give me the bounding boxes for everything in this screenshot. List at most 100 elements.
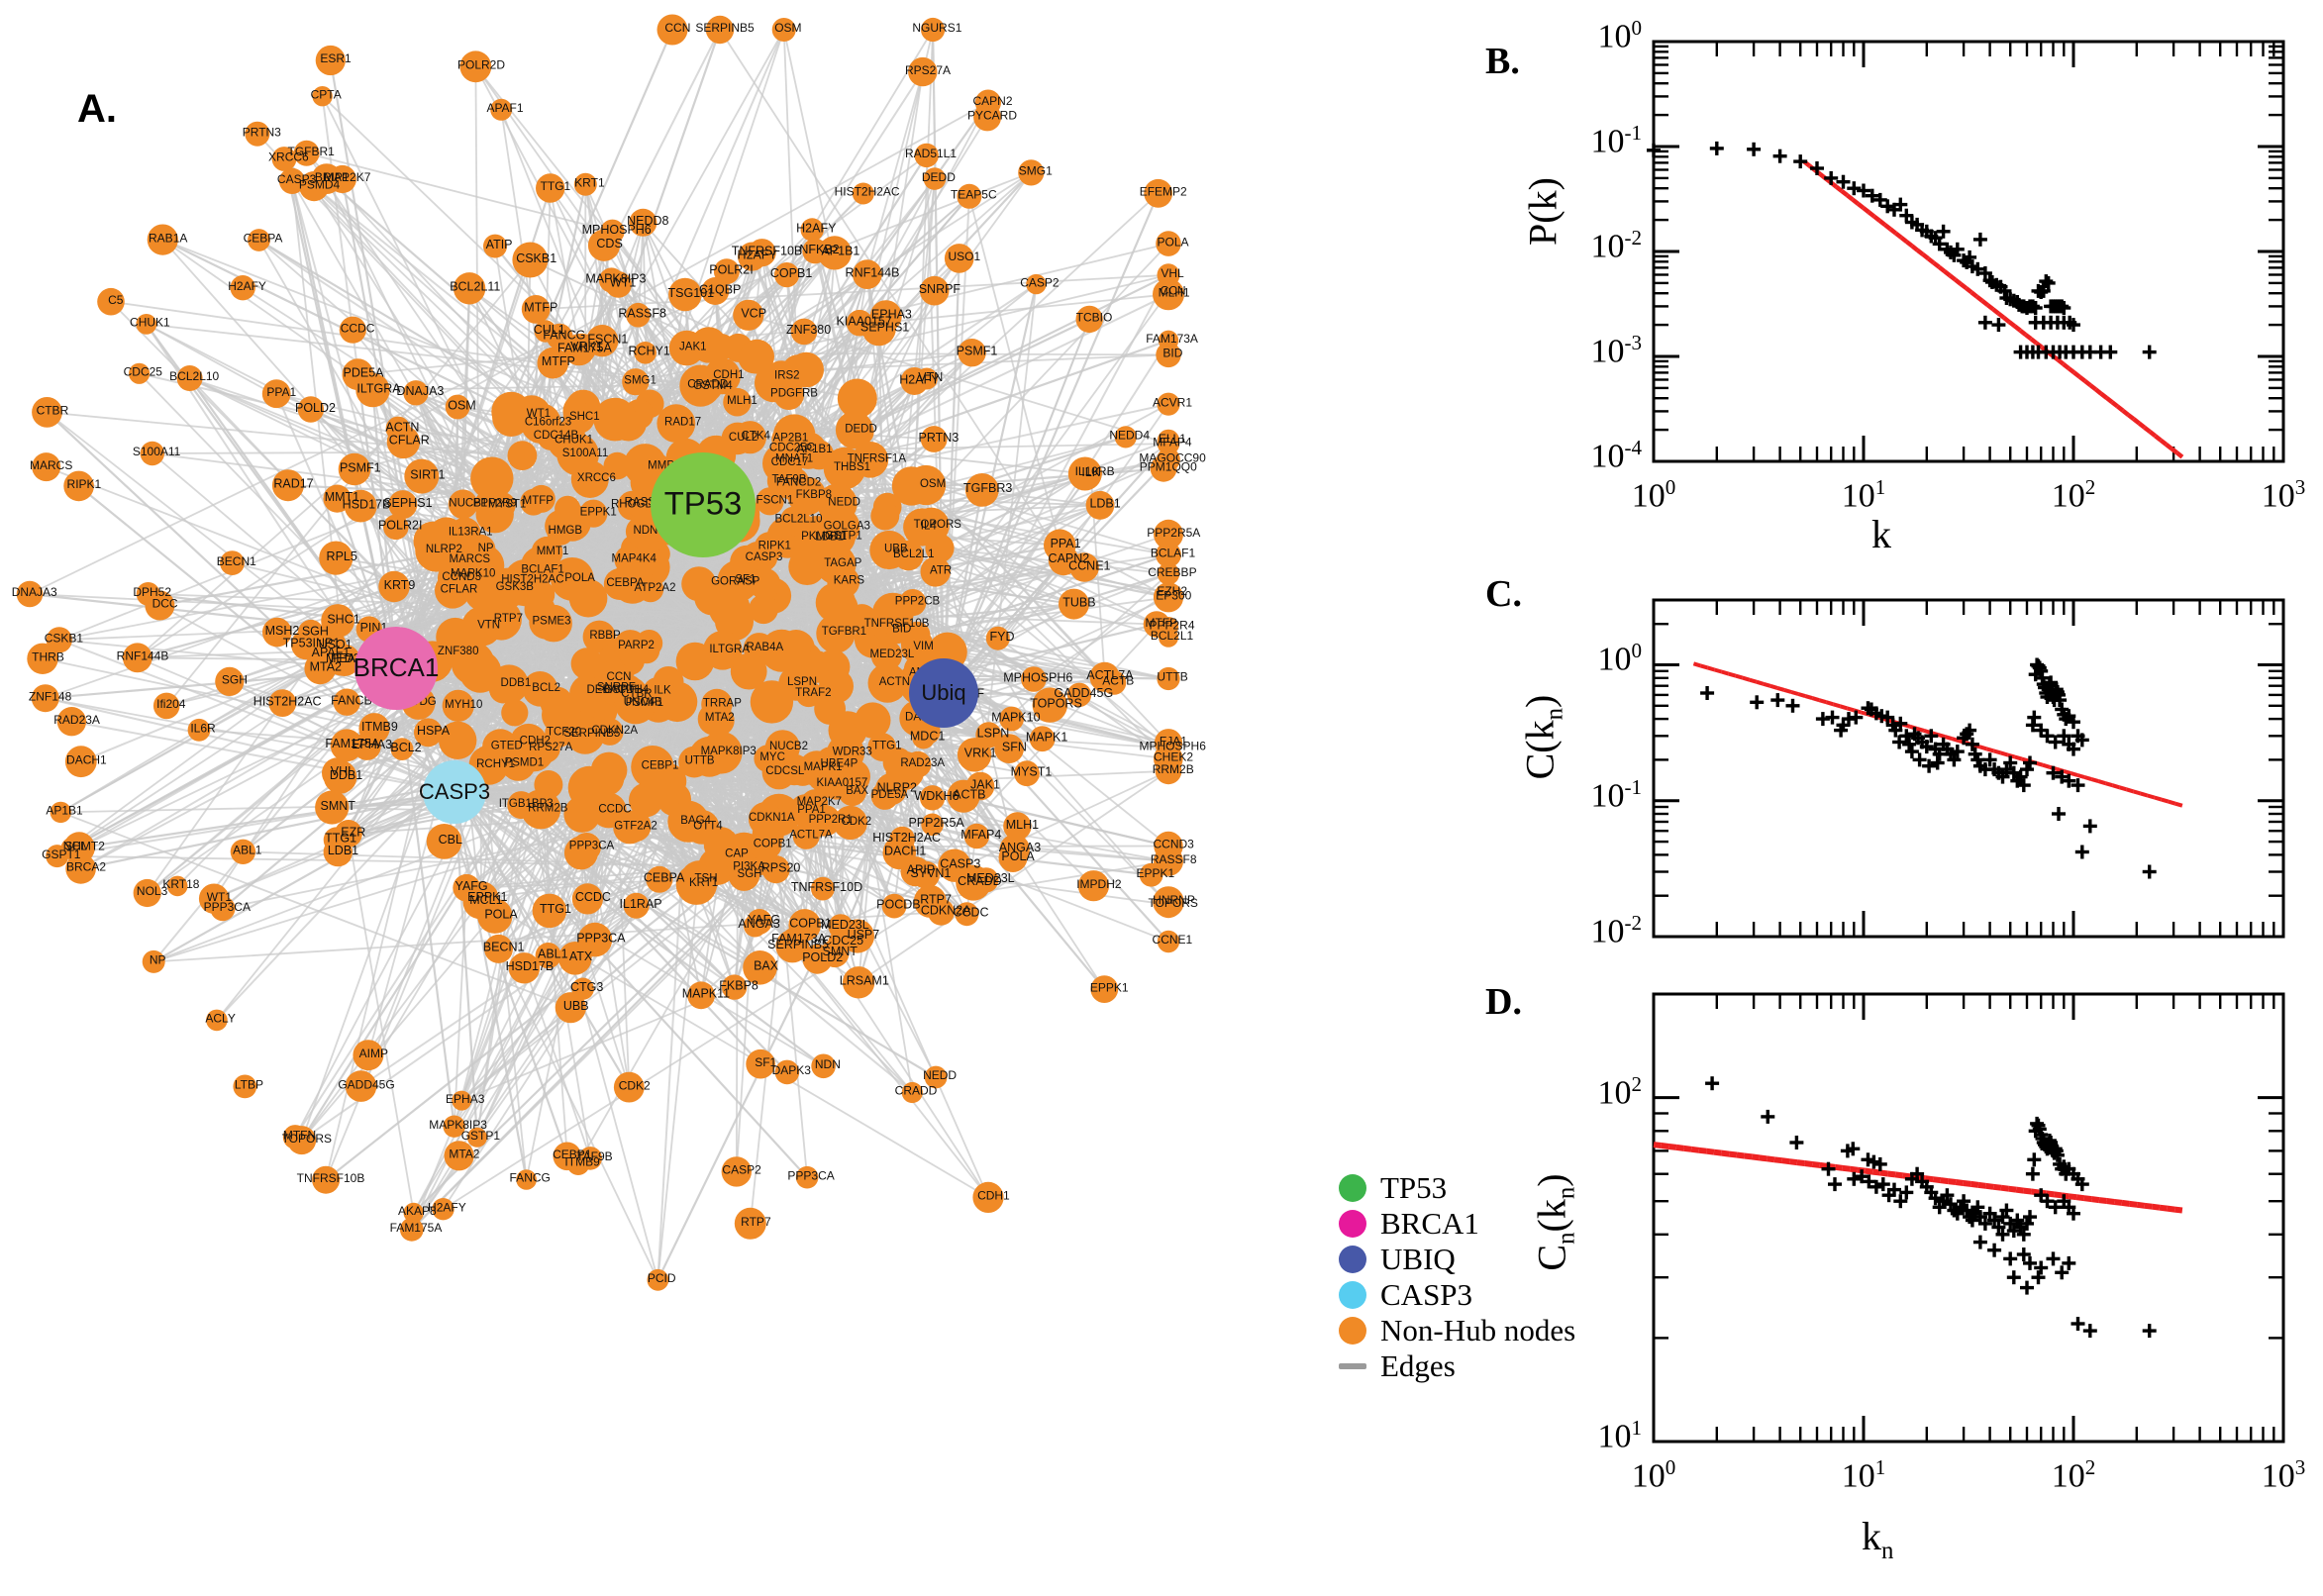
- network-node[interactable]: [919, 785, 946, 811]
- network-node[interactable]: [570, 648, 603, 680]
- network-node[interactable]: [353, 1040, 384, 1071]
- network-node[interactable]: [328, 644, 360, 677]
- network-node[interactable]: [748, 801, 783, 837]
- network-node[interactable]: [16, 580, 44, 608]
- network-node[interactable]: [403, 380, 429, 406]
- network-node[interactable]: [521, 295, 551, 324]
- network-node[interactable]: [50, 801, 71, 824]
- network-node[interactable]: [1032, 687, 1068, 723]
- network-node[interactable]: [921, 813, 944, 837]
- network-node[interactable]: [435, 572, 471, 609]
- network-node[interactable]: [833, 805, 867, 841]
- network-node[interactable]: [230, 839, 256, 864]
- network-node[interactable]: [466, 1127, 487, 1147]
- network-node[interactable]: [287, 1126, 317, 1155]
- network-node[interactable]: [869, 530, 909, 570]
- network-node[interactable]: [811, 876, 835, 901]
- network-node[interactable]: [1157, 930, 1180, 953]
- network-node[interactable]: [344, 489, 377, 523]
- network-node[interactable]: [448, 489, 478, 520]
- network-node[interactable]: [1154, 519, 1183, 549]
- network-node[interactable]: [749, 594, 778, 625]
- network-node[interactable]: [1021, 666, 1047, 692]
- network-node[interactable]: [432, 1198, 454, 1221]
- network-node[interactable]: [733, 299, 764, 331]
- network-node[interactable]: [323, 760, 357, 794]
- network-node[interactable]: [667, 800, 710, 843]
- network-node[interactable]: [634, 342, 656, 364]
- network-node[interactable]: [840, 919, 875, 953]
- network-node[interactable]: [323, 827, 350, 853]
- network-node[interactable]: [590, 751, 628, 789]
- network-node[interactable]: [1156, 342, 1181, 368]
- network-node[interactable]: [1101, 670, 1127, 695]
- network-node[interactable]: [1066, 682, 1092, 707]
- network-node[interactable]: [749, 543, 778, 572]
- network-node[interactable]: [994, 734, 1024, 763]
- network-node[interactable]: [924, 1065, 948, 1089]
- network-node[interactable]: [795, 1165, 819, 1189]
- network-node[interactable]: [721, 974, 748, 1000]
- network-node[interactable]: [631, 746, 674, 789]
- network-node[interactable]: [847, 418, 874, 446]
- network-hub-tp53[interactable]: [651, 452, 756, 557]
- network-node[interactable]: [972, 1181, 1004, 1213]
- network-node[interactable]: [921, 17, 946, 43]
- network-node[interactable]: [656, 404, 696, 444]
- network-node[interactable]: [882, 747, 913, 777]
- network-node[interactable]: [723, 387, 752, 417]
- network-node[interactable]: [1158, 581, 1179, 604]
- network-node[interactable]: [536, 173, 565, 203]
- network-node[interactable]: [870, 501, 900, 531]
- network-node[interactable]: [1153, 886, 1184, 918]
- network-node[interactable]: [964, 473, 999, 507]
- network-node[interactable]: [668, 330, 705, 366]
- network-node[interactable]: [703, 827, 739, 862]
- network-node[interactable]: [802, 238, 828, 264]
- network-node[interactable]: [759, 629, 803, 672]
- network-node[interactable]: [629, 208, 657, 237]
- network-node[interactable]: [31, 684, 59, 713]
- network-node[interactable]: [998, 844, 1028, 872]
- network-node[interactable]: [233, 1074, 257, 1099]
- network-node[interactable]: [122, 643, 152, 673]
- network-node[interactable]: [1157, 666, 1180, 691]
- network-node[interactable]: [56, 707, 87, 737]
- network-node[interactable]: [245, 121, 270, 147]
- network-node[interactable]: [811, 1053, 836, 1079]
- network-node[interactable]: [291, 629, 322, 660]
- network-node[interactable]: [491, 391, 532, 432]
- network-node[interactable]: [596, 718, 624, 746]
- network-node[interactable]: [573, 172, 597, 196]
- network-node[interactable]: [312, 1165, 341, 1194]
- network-node[interactable]: [443, 1115, 465, 1138]
- network-node[interactable]: [750, 680, 794, 724]
- network-node[interactable]: [220, 550, 245, 575]
- network-node[interactable]: [319, 541, 354, 575]
- network-node[interactable]: [1090, 975, 1119, 1003]
- network-node[interactable]: [345, 1070, 377, 1102]
- network-node[interactable]: [403, 1202, 424, 1224]
- network-node[interactable]: [704, 357, 741, 395]
- network-node[interactable]: [761, 855, 790, 884]
- network-node[interactable]: [198, 883, 230, 914]
- network-node[interactable]: [598, 267, 625, 293]
- network-node[interactable]: [1157, 392, 1180, 416]
- network-node[interactable]: [579, 499, 608, 528]
- network-node[interactable]: [681, 566, 717, 602]
- network-node[interactable]: [342, 358, 374, 391]
- network-node[interactable]: [774, 1059, 800, 1085]
- network-node[interactable]: [278, 167, 306, 194]
- network-node[interactable]: [571, 977, 594, 1000]
- network-node[interactable]: [166, 875, 188, 897]
- network-node[interactable]: [489, 492, 516, 519]
- network-node[interactable]: [27, 643, 58, 674]
- network-node[interactable]: [875, 772, 908, 806]
- network-node[interactable]: [133, 878, 161, 908]
- network-node[interactable]: [323, 484, 352, 513]
- network-node[interactable]: [815, 544, 857, 585]
- network-node[interactable]: [568, 578, 608, 618]
- network-node[interactable]: [577, 922, 613, 957]
- network-node[interactable]: [60, 838, 82, 858]
- network-node[interactable]: [727, 850, 760, 884]
